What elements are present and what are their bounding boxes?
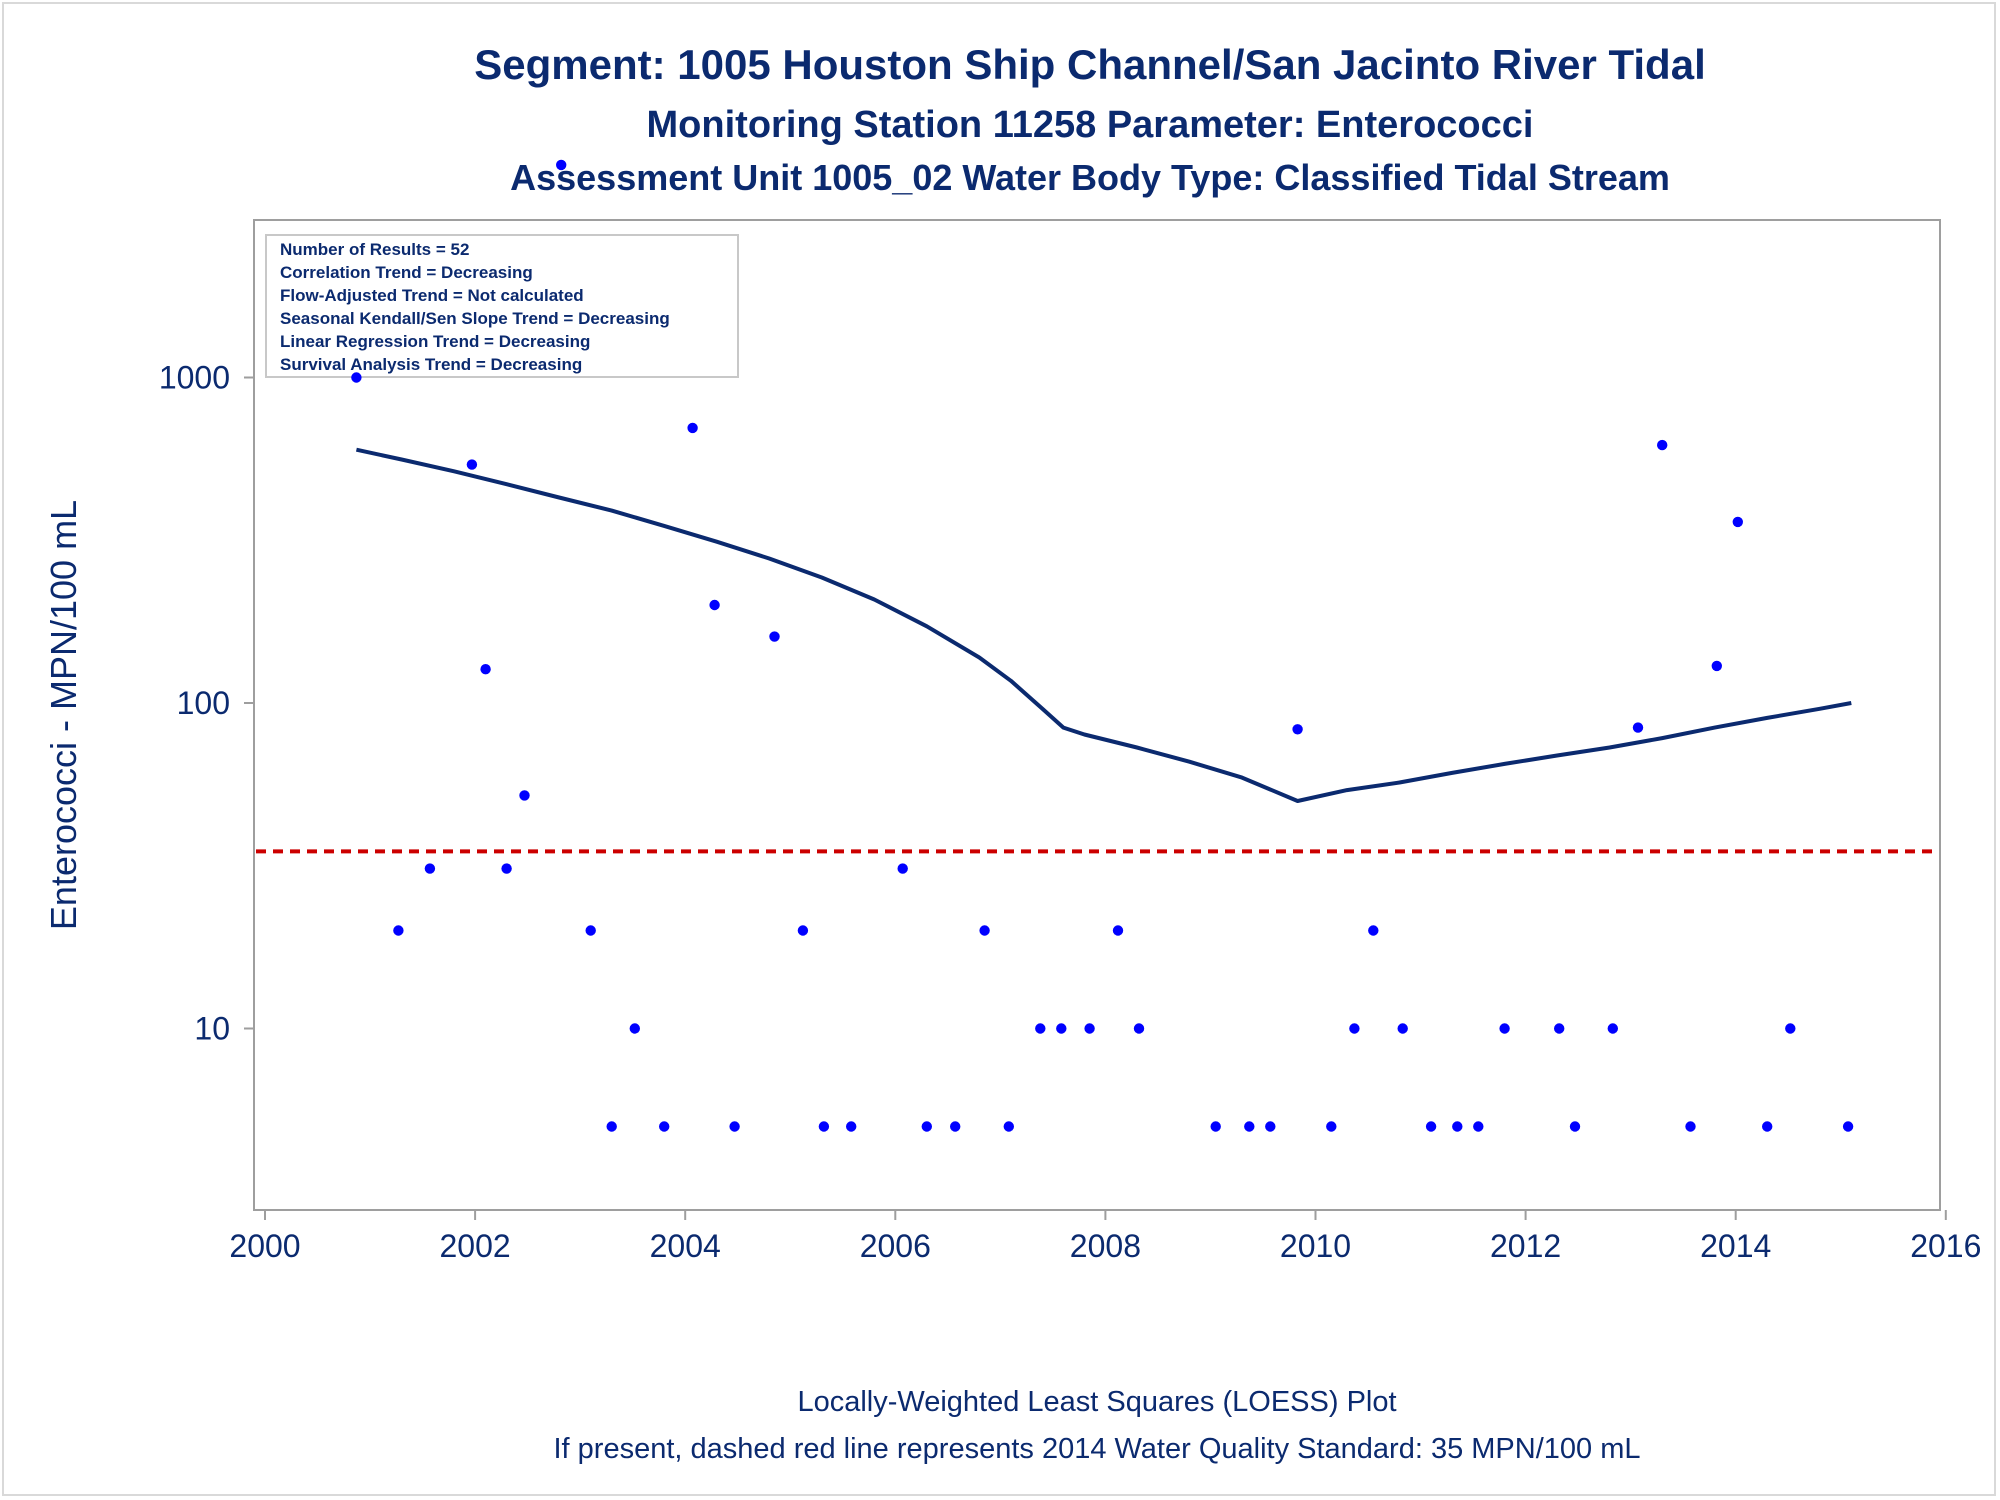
footer-line-1: Locally-Weighted Least Squares (LOESS) P…: [797, 1386, 1396, 1418]
data-point: [424, 863, 436, 874]
data-point: [818, 1121, 830, 1132]
stats-line: Number of Results = 52: [280, 240, 469, 259]
x-tick-label: 2012: [1490, 1228, 1561, 1264]
data-point: [979, 925, 990, 936]
y-tick-label: 100: [177, 685, 230, 721]
data-point: [729, 1121, 740, 1132]
data-point: [1657, 439, 1668, 451]
data-point: [606, 1121, 617, 1132]
data-point: [1133, 1023, 1145, 1034]
data-point: [466, 459, 478, 470]
data-point: [709, 599, 720, 611]
data-point: [921, 1121, 932, 1132]
data-point: [1397, 1023, 1408, 1034]
data-point: [556, 159, 567, 171]
data-point: [1265, 1121, 1276, 1132]
data-point: [351, 372, 362, 383]
data-point: [1326, 1121, 1337, 1132]
data-point: [846, 1121, 857, 1132]
x-tick-label: 2004: [650, 1228, 721, 1264]
data-point: [1210, 1121, 1221, 1132]
data-point: [393, 925, 404, 936]
data-point: [950, 1121, 961, 1132]
data-point: [1711, 660, 1723, 672]
data-point: [1607, 1023, 1619, 1034]
data-point: [501, 863, 512, 874]
data-point: [659, 1121, 670, 1132]
x-tick-label: 2002: [440, 1228, 511, 1264]
data-point: [1569, 1121, 1581, 1132]
x-tick-label: 2008: [1070, 1228, 1141, 1264]
x-tick-label: 2010: [1280, 1228, 1351, 1264]
data-point: [1084, 1023, 1095, 1034]
y-tick-label: 10: [194, 1011, 230, 1047]
footer-line-2: If present, dashed red line represents 2…: [553, 1433, 1640, 1465]
data-point: [1035, 1023, 1046, 1034]
data-point: [629, 1023, 640, 1034]
x-tick-label: 2014: [1700, 1228, 1771, 1264]
data-point: [1452, 1121, 1463, 1132]
data-point: [687, 422, 698, 434]
data-point: [1732, 516, 1744, 528]
stats-line: Correlation Trend = Decreasing: [280, 263, 533, 282]
data-point: [1056, 1023, 1067, 1034]
data-point: [797, 925, 809, 936]
y-axis-label: Enterococci - MPN/100 mL: [43, 500, 84, 930]
data-point: [1112, 925, 1124, 936]
data-point: [519, 790, 530, 801]
data-point: [585, 925, 596, 936]
data-point: [1685, 1121, 1696, 1132]
stats-box-border: [265, 234, 739, 378]
stats-line: Linear Regression Trend = Decreasing: [280, 332, 590, 351]
data-point: [1554, 1023, 1565, 1034]
stats-box: Number of Results = 52 Correlation Trend…: [265, 234, 739, 378]
x-tick-label: 2006: [860, 1228, 931, 1264]
data-point: [1349, 1023, 1360, 1034]
stats-line: Flow-Adjusted Trend = Not calculated: [280, 286, 584, 305]
data-point: [1425, 1121, 1437, 1132]
x-tick-label: 2000: [229, 1228, 300, 1264]
data-point: [1499, 1023, 1510, 1034]
data-point: [769, 631, 780, 642]
stats-line: Seasonal Kendall/Sen Slope Trend = Decre…: [280, 309, 670, 328]
data-point: [480, 664, 491, 675]
data-point: [1762, 1121, 1773, 1132]
data-point: [1368, 925, 1379, 936]
loess-group: [355, 447, 1852, 803]
y-axis: 10 100 1000: [159, 360, 254, 1047]
chart-subtitle: Monitoring Station 11258 Parameter: Ente…: [647, 104, 1534, 146]
data-point: [1003, 1121, 1014, 1132]
chart-title: Segment: 1005 Houston Ship Channel/San J…: [474, 41, 1706, 88]
data-point: [1473, 1121, 1484, 1132]
x-axis: 2000 2002 2004 2006 2008 2010 2012 2014 2016: [229, 1210, 1981, 1264]
loess-line: [355, 447, 1852, 803]
data-point: [1632, 722, 1644, 733]
data-point: [1292, 724, 1303, 735]
data-point: [1244, 1121, 1255, 1132]
y-tick-label: 1000: [159, 360, 230, 396]
points-group: [351, 159, 1854, 1132]
data-point: [1842, 1121, 1854, 1132]
plot-area: [253, 219, 1941, 1211]
data-point: [1785, 1023, 1796, 1034]
x-tick-label: 2016: [1910, 1228, 1981, 1264]
stats-line: Survival Analysis Trend = Decreasing: [280, 355, 582, 374]
data-point: [897, 863, 908, 874]
chart-subtitle-2: Assessment Unit 1005_02 Water Body Type:…: [510, 157, 1670, 198]
